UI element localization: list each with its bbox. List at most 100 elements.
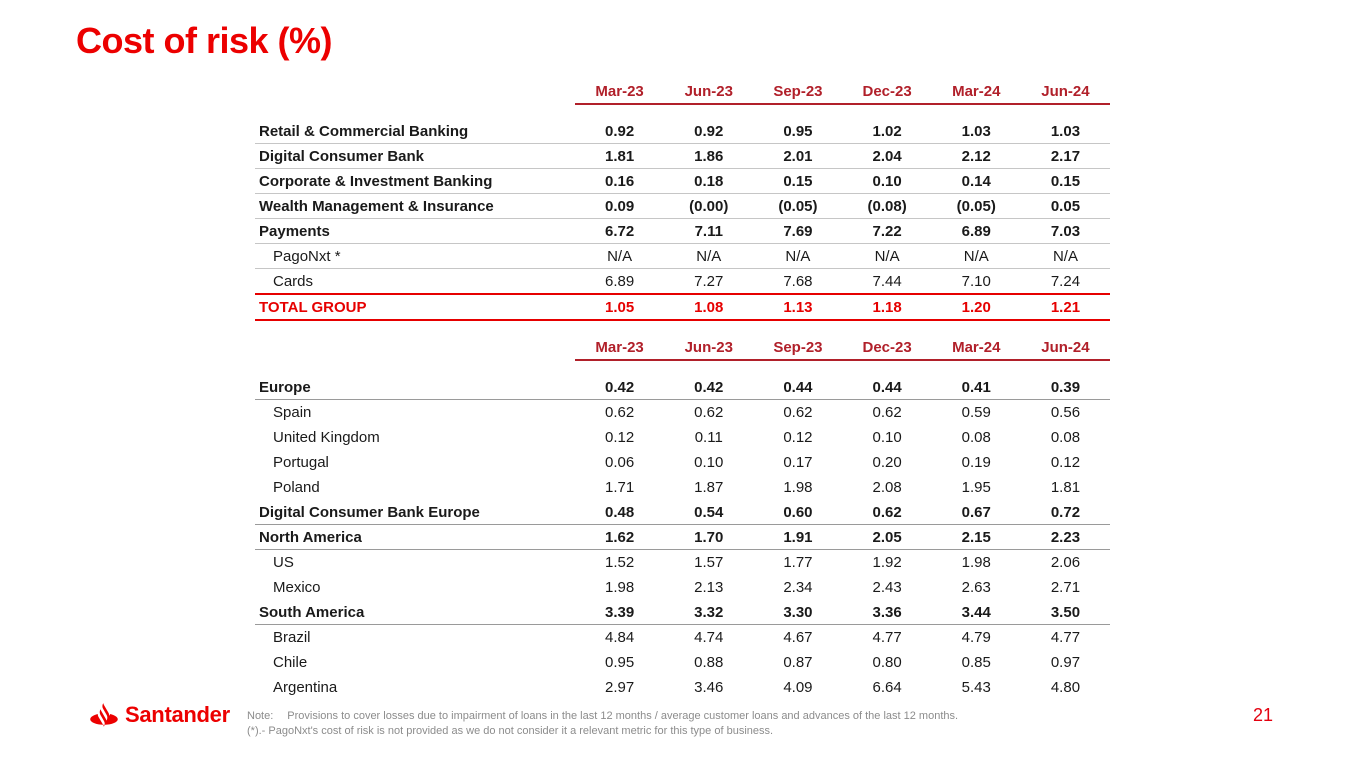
table-row: North America 1.62 1.70 1.91 2.05 2.15 2.23	[255, 525, 1110, 550]
value-cell: N/A	[785, 247, 811, 265]
value-cell: 1.81	[604, 147, 635, 165]
value-cell: 1.52	[604, 553, 635, 571]
value-cell: 7.69	[783, 222, 813, 240]
value-cell: 1.81	[1050, 478, 1081, 496]
table-row: PagoNxt * N/A N/A N/A N/A N/A N/A	[255, 244, 1110, 269]
value-cell: 6.72	[604, 222, 635, 240]
cost-of-risk-by-business-table: Mar-23 Jun-23 Sep-23 Dec-23 Mar-24 Jun-24 Ret…	[255, 82, 1110, 321]
value-cell: (0.00)	[689, 197, 729, 215]
value-cell: 0.14	[961, 172, 991, 190]
value-cell: 0.39	[1050, 378, 1081, 396]
value-cell: 0.62	[604, 403, 635, 421]
value-cell: 4.77	[872, 628, 902, 646]
row-label: Cards	[273, 272, 314, 290]
value-cell: N/A	[874, 247, 900, 265]
page-title: Cost of risk (%)	[76, 20, 333, 61]
row-label: South America	[259, 603, 365, 621]
column-header: Jun-23	[684, 339, 733, 356]
row-label: Chile	[273, 653, 308, 671]
note-text: Provisions to cover losses due to impair…	[287, 710, 959, 722]
value-cell: 1.20	[961, 298, 991, 316]
table-header-row: Mar-23 Jun-23 Sep-23 Dec-23 Mar-24 Jun-24	[255, 82, 1110, 105]
value-cell: 0.10	[872, 172, 902, 190]
value-cell: 2.15	[961, 528, 991, 546]
value-cell: 2.43	[872, 578, 902, 596]
value-cell: 0.42	[604, 378, 635, 396]
value-cell: (0.05)	[778, 197, 818, 215]
value-cell: 0.06	[604, 453, 635, 471]
value-cell: 1.86	[694, 147, 724, 165]
value-cell: 1.95	[961, 478, 991, 496]
column-header: Dec-23	[862, 83, 912, 100]
value-cell: 1.05	[604, 298, 635, 316]
santander-logo: Santander	[88, 701, 230, 728]
value-cell: 0.97	[1050, 653, 1081, 671]
header-columns: Mar-23 Jun-23 Sep-23 Dec-23 Mar-24 Jun-24	[575, 82, 1110, 105]
value-cell: N/A	[1052, 247, 1078, 265]
value-cell: 1.03	[1050, 122, 1081, 140]
value-cell: 2.97	[604, 678, 635, 696]
value-cell: 0.15	[783, 172, 813, 190]
santander-wordmark: Santander	[125, 701, 230, 727]
row-label: Argentina	[273, 678, 338, 696]
value-cell: 1.08	[694, 298, 724, 316]
value-cell: 5.43	[961, 678, 991, 696]
value-cell: 7.68	[783, 272, 813, 290]
value-cell: 3.46	[694, 678, 724, 696]
table-row: Cards 6.89 7.27 7.68 7.44 7.10 7.24	[255, 269, 1110, 293]
table-row: South America 3.39 3.32 3.30 3.36 3.44 3.50	[255, 600, 1110, 625]
value-cell: 4.79	[961, 628, 991, 646]
table-row: TOTAL GROUP 1.05 1.08 1.13 1.18 1.20 1.21	[255, 293, 1110, 321]
value-cell: 0.62	[694, 403, 724, 421]
value-cell: 0.85	[961, 653, 991, 671]
value-cell: 2.08	[872, 478, 902, 496]
value-cell: 0.08	[961, 428, 991, 446]
value-cell: 0.62	[872, 403, 902, 421]
row-label: PagoNxt *	[273, 247, 341, 265]
table-row: US 1.52 1.57 1.77 1.92 1.98 2.06	[255, 550, 1110, 575]
value-cell: 0.88	[694, 653, 724, 671]
table-row: Brazil 4.84 4.74 4.67 4.77 4.79 4.77	[255, 625, 1110, 650]
value-cell: 1.98	[961, 553, 991, 571]
column-header: Mar-24	[952, 339, 1001, 356]
page-number: 21	[1252, 705, 1273, 725]
value-cell: 2.13	[694, 578, 724, 596]
value-cell: 1.91	[783, 528, 813, 546]
table-body: Retail & Commercial Banking 0.92 0.92 0.95 1…	[255, 119, 1110, 321]
value-cell: 0.41	[961, 378, 991, 396]
row-label: Corporate & Investment Banking	[259, 172, 493, 190]
table-row: United Kingdom 0.12 0.11 0.12 0.10 0.08 0.08	[255, 425, 1110, 450]
column-header: Jun-24	[1041, 339, 1090, 356]
row-label: North America	[259, 528, 362, 546]
value-cell: 1.71	[604, 478, 635, 496]
value-cell: (0.08)	[867, 197, 907, 215]
table-row: Corporate & Investment Banking 0.16 0.18 0.…	[255, 169, 1110, 194]
value-cell: 7.03	[1050, 222, 1081, 240]
value-cell: 0.05	[1050, 197, 1081, 215]
value-cell: 3.30	[783, 603, 813, 621]
value-cell: 1.18	[872, 298, 902, 316]
value-cell: 6.89	[961, 222, 991, 240]
row-label: United Kingdom	[273, 428, 380, 446]
row-label: Wealth Management & Insurance	[259, 197, 494, 215]
value-cell: 3.32	[694, 603, 724, 621]
value-cell: 4.74	[694, 628, 724, 646]
row-label: Mexico	[273, 578, 321, 596]
table-row: Payments 6.72 7.11 7.69 7.22 6.89 7.03	[255, 219, 1110, 244]
value-cell: 0.11	[694, 428, 723, 446]
value-cell: 0.10	[872, 428, 902, 446]
value-cell: N/A	[963, 247, 989, 265]
table-row: Spain 0.62 0.62 0.62 0.62 0.59 0.56	[255, 400, 1110, 425]
value-cell: 7.22	[872, 222, 902, 240]
value-cell: 7.11	[694, 222, 723, 240]
value-cell: 0.56	[1050, 403, 1081, 421]
row-label: US	[273, 553, 294, 571]
table-row: Europe 0.42 0.42 0.44 0.44 0.41 0.39	[255, 375, 1110, 400]
value-cell: 2.04	[872, 147, 902, 165]
value-cell: 0.92	[694, 122, 724, 140]
value-cell: 2.63	[961, 578, 991, 596]
value-cell: 0.10	[694, 453, 724, 471]
value-cell: 1.70	[694, 528, 724, 546]
column-header: Sep-23	[773, 339, 823, 356]
